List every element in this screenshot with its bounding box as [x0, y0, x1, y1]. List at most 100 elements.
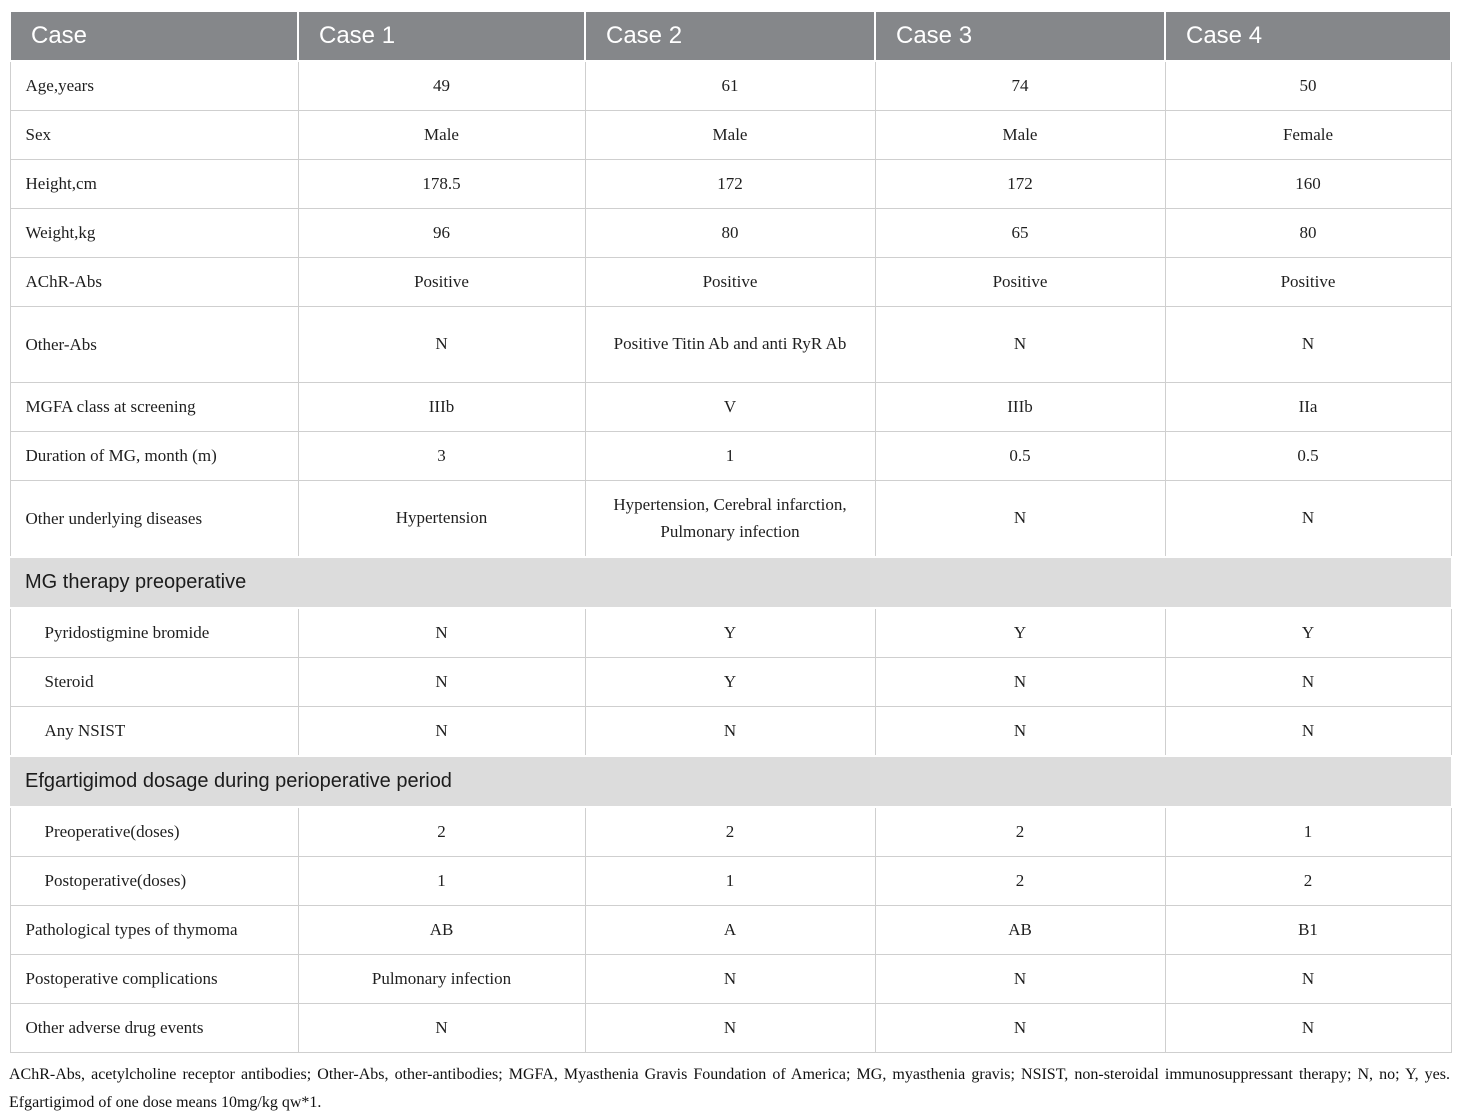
- row-label: Any NSIST: [9, 706, 299, 757]
- cell-value: 61: [584, 60, 876, 111]
- cell-value: IIIb: [297, 382, 586, 432]
- row-label: MGFA class at screening: [9, 382, 299, 432]
- cell-value: V: [584, 382, 876, 432]
- cell-value: 2: [297, 806, 586, 857]
- cell-value: Y: [584, 607, 876, 658]
- cell-value: N: [297, 306, 586, 383]
- table-row: Sex Male Male Male Female: [9, 110, 1452, 160]
- cell-value: AB: [874, 905, 1166, 955]
- row-label: Preoperative(doses): [9, 806, 299, 857]
- cell-value: Male: [874, 110, 1166, 160]
- table-body: Age,years 49 61 74 50 Sex Male Male Male Female He…: [9, 60, 1452, 1053]
- table-row: Steroid N Y N N: [9, 657, 1452, 707]
- table-row: Other-Abs N Positive Titin Ab and anti RyR…: [9, 306, 1452, 383]
- cell-value: N: [1164, 480, 1452, 558]
- table-row: Weight,kg 96 80 65 80: [9, 208, 1452, 258]
- row-label: Pyridostigmine bromide: [9, 607, 299, 658]
- header-cell-case-3: Case 3: [874, 10, 1166, 62]
- cell-value: N: [874, 706, 1166, 757]
- table-row: Preoperative(doses) 2 2 2 1: [9, 806, 1452, 857]
- cell-value: 1: [584, 856, 876, 906]
- cell-value: 0.5: [1164, 431, 1452, 481]
- cell-value: 2: [1164, 856, 1452, 906]
- cell-value: 1: [584, 431, 876, 481]
- table-row: Age,years 49 61 74 50: [9, 60, 1452, 111]
- row-label: Steroid: [9, 657, 299, 707]
- table-row: AChR-Abs Positive Positive Positive Positive: [9, 257, 1452, 307]
- cell-value: 2: [874, 856, 1166, 906]
- cell-value: 50: [1164, 60, 1452, 111]
- section-row: Efgartigimod dosage during perioperative…: [10, 755, 1451, 808]
- cell-value: N: [1164, 954, 1452, 1004]
- cell-value: 172: [584, 159, 876, 209]
- cell-value: Hypertension: [297, 480, 586, 558]
- cell-value: Female: [1164, 110, 1452, 160]
- table-footnote: AChR-Abs, acetylcholine receptor antibod…: [9, 1066, 1450, 1111]
- case-characteristics-table: Case Case 1 Case 2 Case 3 Case 4 Age,yea…: [9, 10, 1452, 1053]
- table-header-row: Case Case 1 Case 2 Case 3 Case 4: [9, 10, 1452, 62]
- table-row: Other adverse drug events N N N N: [9, 1003, 1452, 1053]
- cell-value: 1: [297, 856, 586, 906]
- header-cell-case-2: Case 2: [584, 10, 876, 62]
- cell-value: Y: [1164, 607, 1452, 658]
- section-row: MG therapy preoperative: [10, 556, 1451, 609]
- cell-value: 1: [1164, 806, 1452, 857]
- cell-value: Positive: [1164, 257, 1452, 307]
- cell-value: N: [874, 954, 1166, 1004]
- table-row: Pathological types of thymoma AB A AB B1: [9, 905, 1452, 955]
- cell-value: N: [874, 306, 1166, 383]
- row-label: Age,years: [9, 60, 299, 111]
- cell-value: B1: [1164, 905, 1452, 955]
- cell-value: N: [874, 657, 1166, 707]
- cell-value: N: [297, 706, 586, 757]
- cell-value: 160: [1164, 159, 1452, 209]
- cell-value: N: [874, 1003, 1166, 1053]
- table-row: Postoperative complications Pulmonary inf…: [9, 954, 1452, 1004]
- cell-value: Y: [874, 607, 1166, 658]
- cell-value: N: [297, 607, 586, 658]
- row-label: Postoperative complications: [9, 954, 299, 1004]
- cell-value: 2: [584, 806, 876, 857]
- row-label: Other-Abs: [9, 306, 299, 383]
- cell-value: 65: [874, 208, 1166, 258]
- row-label: Sex: [9, 110, 299, 160]
- header-cell-case-4: Case 4: [1164, 10, 1452, 62]
- row-label: Other underlying diseases: [9, 480, 299, 558]
- row-label: Weight,kg: [9, 208, 299, 258]
- cell-value: Male: [297, 110, 586, 160]
- section-header-label: MG therapy preoperative: [10, 556, 1451, 609]
- header-cell-case: Case: [9, 10, 299, 62]
- cell-value: N: [1164, 657, 1452, 707]
- cell-value: Positive: [584, 257, 876, 307]
- cell-value: N: [1164, 306, 1452, 383]
- cell-value: 96: [297, 208, 586, 258]
- cell-value: 172: [874, 159, 1166, 209]
- row-label: Height,cm: [9, 159, 299, 209]
- cell-value: 49: [297, 60, 586, 111]
- cell-value: N: [1164, 706, 1452, 757]
- cell-value: IIa: [1164, 382, 1452, 432]
- cell-value: N: [584, 954, 876, 1004]
- table-row: Other underlying diseases Hypertension Hyp…: [9, 480, 1452, 558]
- cell-value: Positive: [874, 257, 1166, 307]
- cell-value: 80: [584, 208, 876, 258]
- row-label: AChR-Abs: [9, 257, 299, 307]
- table-row: Duration of MG, month (m) 3 1 0.5 0.5: [9, 431, 1452, 481]
- cell-value: Hypertension, Cerebral infarction, Pulmo…: [584, 480, 876, 558]
- table-row: Postoperative(doses) 1 1 2 2: [9, 856, 1452, 906]
- cell-value: Male: [584, 110, 876, 160]
- cell-value: Positive: [297, 257, 586, 307]
- cell-value: N: [584, 1003, 876, 1053]
- cell-value: N: [297, 1003, 586, 1053]
- cell-value: AB: [297, 905, 586, 955]
- cell-value: 0.5: [874, 431, 1166, 481]
- table-row: Any NSIST N N N N: [9, 706, 1452, 757]
- cell-value: N: [297, 657, 586, 707]
- cell-value: IIIb: [874, 382, 1166, 432]
- row-label: Pathological types of thymoma: [9, 905, 299, 955]
- row-label: Other adverse drug events: [9, 1003, 299, 1053]
- cell-value: A: [584, 905, 876, 955]
- cell-value: 74: [874, 60, 1166, 111]
- cell-value: Pulmonary infection: [297, 954, 586, 1004]
